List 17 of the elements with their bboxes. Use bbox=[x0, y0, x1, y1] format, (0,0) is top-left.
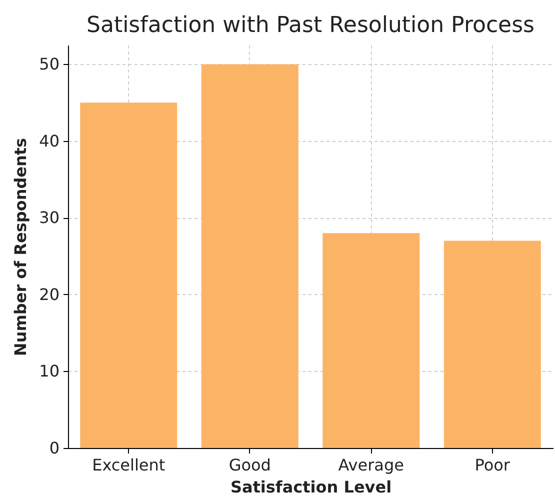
bar bbox=[322, 233, 420, 448]
x-tick-label: Excellent bbox=[92, 456, 166, 474]
bar bbox=[201, 64, 298, 448]
x-tick-label: Good bbox=[228, 456, 271, 474]
bar bbox=[444, 240, 541, 448]
x-tick-label: Average bbox=[338, 456, 404, 474]
y-tick-label: 0 bbox=[49, 438, 60, 458]
x-axis-title: Satisfaction Level bbox=[230, 478, 392, 496]
y-axis-title: Number of Respondents bbox=[11, 138, 30, 356]
y-tick-label: 40 bbox=[39, 131, 60, 150]
y-tick-label: 30 bbox=[39, 208, 60, 228]
chart-title: Satisfaction with Past Resolution Process bbox=[86, 13, 535, 38]
bar bbox=[80, 102, 178, 448]
y-tick-label: 20 bbox=[39, 284, 60, 304]
x-tick-label: Poor bbox=[474, 456, 510, 474]
y-tick-label: 50 bbox=[39, 54, 60, 74]
y-tick-label: 10 bbox=[39, 362, 60, 381]
